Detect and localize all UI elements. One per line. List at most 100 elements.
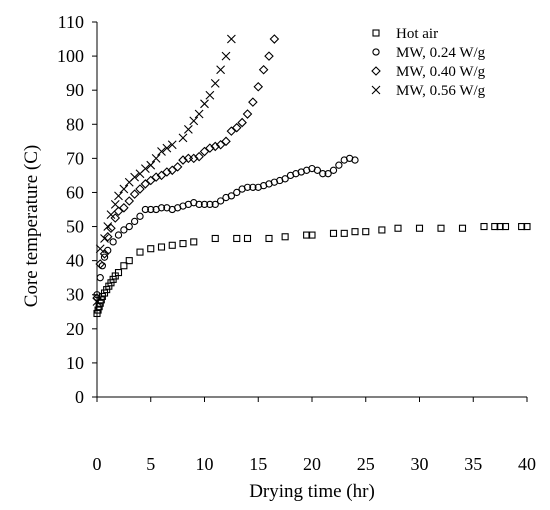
- data-point-square: [179, 240, 187, 248]
- data-point-cross: [216, 65, 226, 75]
- data-point-square: [362, 228, 370, 236]
- data-point-square: [415, 224, 424, 232]
- legend-label: MW, 0.24 W/g: [396, 45, 486, 61]
- data-point-cross: [110, 199, 120, 209]
- series-cross: [92, 34, 236, 306]
- data-point-diamond: [248, 97, 258, 107]
- data-point-square: [491, 222, 499, 231]
- data-point-square: [351, 228, 359, 236]
- legend-label: MW, 0.56 W/g: [396, 83, 486, 99]
- data-point-cross: [130, 172, 140, 182]
- data-point-cross: [157, 147, 166, 156]
- data-point-diamond: [151, 172, 161, 182]
- data-point-diamond: [119, 203, 129, 213]
- data-point-cross: [151, 153, 161, 163]
- data-point-square: [157, 243, 166, 251]
- data-point-diamond: [199, 146, 210, 157]
- data-point-circle: [281, 175, 289, 183]
- x-tick-label: 15: [249, 454, 267, 474]
- legend-marker-diamond: [371, 66, 381, 76]
- data-point-circle: [319, 170, 327, 178]
- data-point-cross: [162, 143, 172, 153]
- data-point-square: [120, 262, 128, 270]
- y-tick-label: 110: [58, 12, 84, 32]
- data-point-square: [190, 238, 198, 246]
- data-point-circle: [233, 188, 241, 197]
- data-point-cross: [95, 244, 105, 254]
- data-point-diamond: [95, 259, 106, 269]
- x-tick-label: 20: [303, 454, 321, 474]
- data-point-square: [168, 241, 176, 249]
- y-tick-label: 10: [66, 353, 84, 373]
- plot-area: [92, 34, 531, 318]
- data-point-square: [147, 245, 155, 253]
- legend-marker-square: [372, 29, 380, 37]
- data-point-circle: [125, 222, 133, 231]
- data-point-diamond: [194, 151, 204, 162]
- data-point-cross: [183, 124, 193, 134]
- x-tick-label: 5: [146, 454, 155, 474]
- legend: Hot air MW, 0.24 W/g MW, 0.40 W/g MW, 0.56 …: [371, 26, 486, 99]
- data-point-circle: [100, 253, 109, 261]
- data-point-diamond: [162, 167, 172, 177]
- data-point-square: [523, 222, 531, 231]
- x-tick-label: 40: [518, 454, 536, 474]
- data-point-cross: [194, 109, 204, 119]
- data-point-diamond: [167, 165, 178, 176]
- data-point-circle: [206, 200, 214, 209]
- data-point-diamond: [113, 206, 124, 216]
- data-point-circle: [324, 170, 332, 178]
- data-point-circle: [216, 197, 225, 205]
- x-axis-ticks: 0 5 10 15 20 25 30 35 40: [93, 397, 536, 474]
- data-point-circle: [93, 291, 101, 299]
- data-point-cross: [114, 191, 123, 201]
- data-point-circle: [136, 212, 144, 220]
- data-point-square: [114, 269, 123, 277]
- data-point-square: [233, 234, 241, 243]
- data-point-square: [458, 224, 467, 232]
- data-point-square: [265, 234, 273, 243]
- data-point-diamond: [253, 81, 264, 92]
- data-point-cross: [106, 210, 116, 220]
- data-point-cross: [140, 164, 150, 173]
- data-point-circle: [313, 166, 322, 174]
- data-point-circle: [335, 161, 343, 169]
- data-point-cross: [100, 234, 109, 243]
- data-point-diamond: [226, 126, 237, 136]
- data-point-diamond: [242, 109, 253, 119]
- data-point-diamond: [99, 249, 110, 259]
- y-tick-label: 50: [66, 217, 84, 237]
- data-point-cross: [92, 297, 102, 306]
- series-circle: [93, 154, 359, 299]
- series-diamond: [92, 34, 280, 303]
- data-point-diamond: [258, 64, 269, 75]
- data-point-square: [243, 234, 252, 243]
- data-point-circle: [120, 226, 128, 234]
- data-point-cross: [167, 140, 177, 150]
- data-point-circle: [227, 192, 236, 200]
- data-point-square: [518, 222, 526, 231]
- data-point-cross: [103, 222, 113, 231]
- data-point-diamond: [124, 196, 135, 206]
- series-square: [93, 222, 531, 318]
- y-tick-label: 100: [57, 46, 84, 66]
- data-point-circle: [351, 156, 359, 164]
- data-point-diamond: [210, 141, 221, 152]
- data-point-circle: [243, 183, 252, 191]
- data-point-square: [394, 224, 402, 232]
- data-point-diamond: [205, 143, 215, 153]
- data-point-cross: [226, 34, 236, 44]
- data-point-square: [437, 224, 445, 232]
- data-point-circle: [141, 205, 150, 214]
- data-point-diamond: [140, 179, 151, 189]
- data-point-square: [496, 222, 504, 231]
- data-point-square: [340, 229, 348, 237]
- data-point-circle: [249, 183, 257, 191]
- data-point-diamond: [178, 155, 188, 165]
- y-tick-label: 70: [66, 148, 84, 168]
- data-point-circle: [109, 238, 117, 246]
- x-tick-label: 10: [196, 454, 214, 474]
- data-point-diamond: [188, 153, 199, 164]
- y-tick-label: 80: [66, 114, 84, 134]
